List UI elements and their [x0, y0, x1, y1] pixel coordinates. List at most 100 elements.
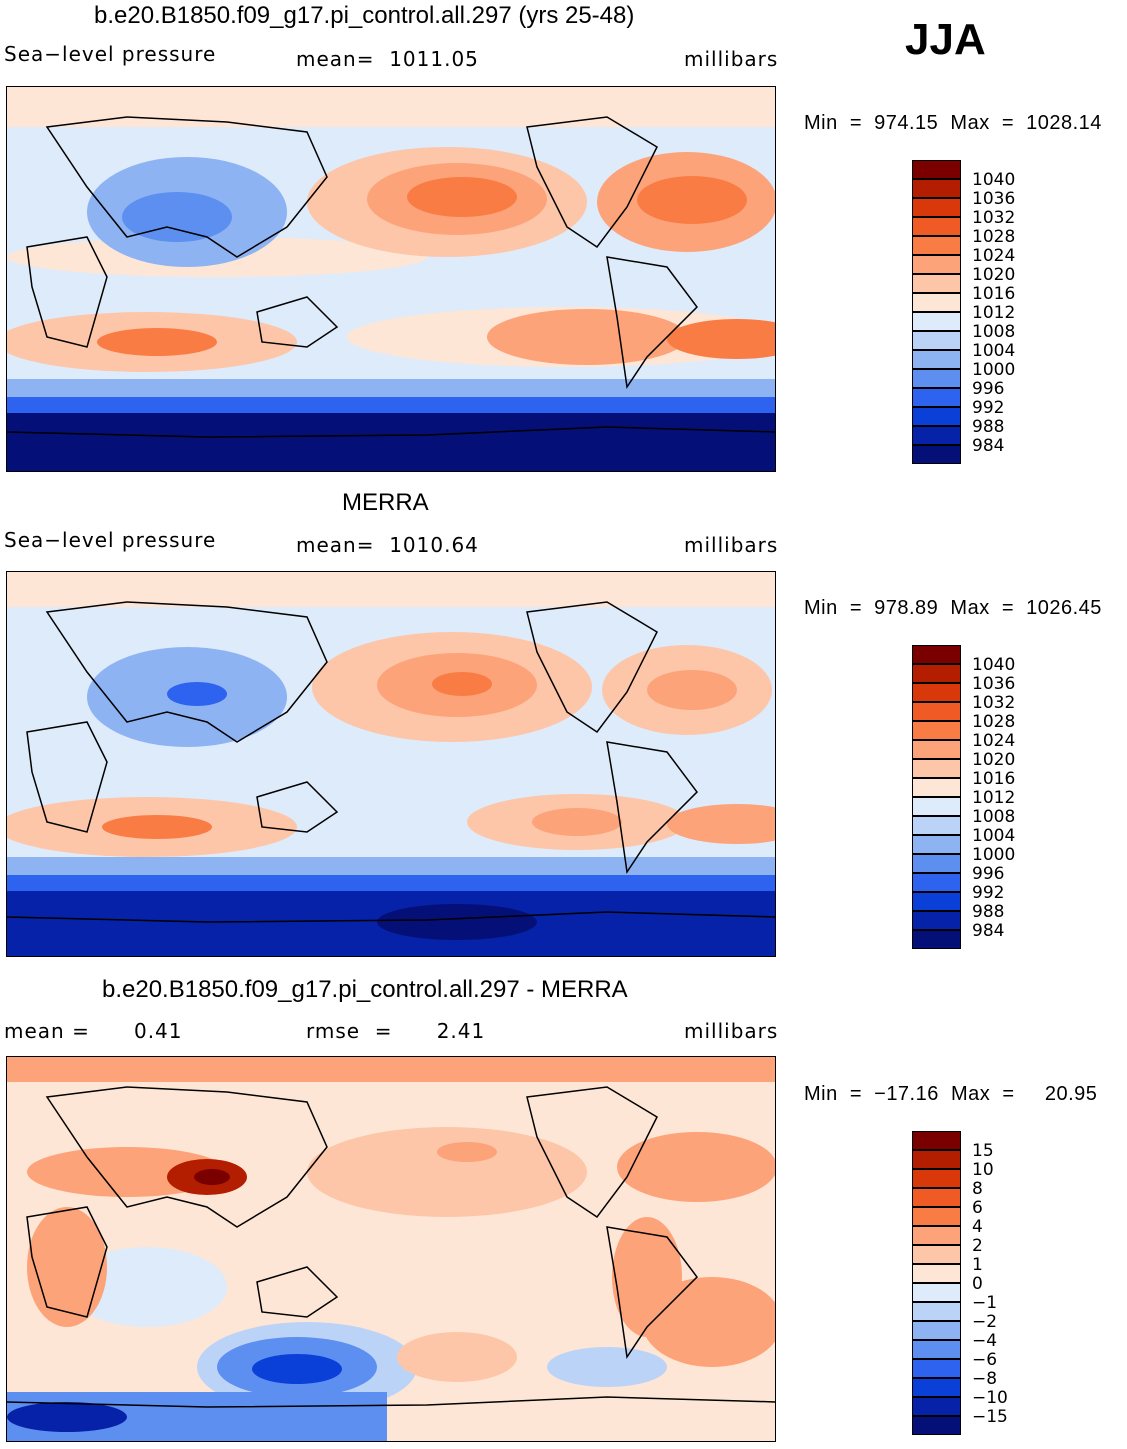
- colorbar-swatch: [912, 797, 961, 816]
- colorbar-swatch: [912, 1245, 961, 1264]
- panel-2-map-svg: [7, 572, 775, 956]
- colorbar-swatch: [912, 445, 961, 464]
- azores-high-core: [637, 176, 747, 224]
- south-pacific-high: [487, 309, 687, 365]
- colorbar-swatch: [912, 645, 961, 664]
- panel-3-units-label: millibars: [684, 1019, 779, 1043]
- southern-ocean-negative-core: [252, 1354, 342, 1384]
- panel-2-minmax: Min = 978.89 Max = 1026.45: [804, 597, 1102, 619]
- panel-1-units-label: millibars: [684, 47, 779, 71]
- colorbar-label: 1: [972, 1255, 983, 1275]
- panel-1-map: [6, 86, 776, 472]
- colorbar-label: −15: [972, 1407, 1008, 1427]
- colorbar-swatch: [912, 1302, 961, 1321]
- africa-positive: [27, 1207, 107, 1327]
- season-label: JJA: [905, 15, 986, 64]
- colorbar-label: 984: [972, 921, 1005, 941]
- tibet-max: [194, 1169, 230, 1185]
- colorbar-label: 1020: [972, 265, 1016, 285]
- colorbar-label: 1040: [972, 170, 1016, 190]
- colorbar-label: 1040: [972, 655, 1016, 675]
- north-pacific-high-core: [432, 672, 492, 696]
- colorbar-label: 1012: [972, 788, 1016, 808]
- panel-2-map: [6, 571, 776, 957]
- eurasia-coastline: [45, 116, 328, 258]
- colorbar-label: 8: [972, 1179, 983, 1199]
- colorbar-label: 1032: [972, 693, 1016, 713]
- colorbar-swatch: [912, 274, 961, 293]
- colorbar-label: 996: [972, 379, 1005, 399]
- colorbar-label: 10: [972, 1160, 994, 1180]
- colorbar-swatch: [912, 1131, 961, 1150]
- panel-1-minmax: Min = 974.15 Max = 1028.14: [804, 112, 1102, 134]
- colorbar-swatch: [912, 160, 961, 179]
- colorbar-swatch: [912, 293, 961, 312]
- colorbar-label: 1016: [972, 769, 1016, 789]
- colorbar-label: 1036: [972, 674, 1016, 694]
- eurasia-coastline: [45, 1086, 328, 1228]
- colorbar-swatch: [912, 835, 961, 854]
- colorbar-label: 1012: [972, 303, 1016, 323]
- colorbar-swatch: [912, 816, 961, 835]
- colorbar-label: 1008: [972, 322, 1016, 342]
- panel-3-mean-label: mean = 0.41: [4, 1019, 183, 1043]
- southern-ocean-band-1: [7, 379, 775, 401]
- south-indian-high-core: [97, 328, 217, 356]
- colorbar-swatch: [912, 892, 961, 911]
- colorbar-swatch: [912, 179, 961, 198]
- colorbar-label: 1024: [972, 731, 1016, 751]
- south-atlantic-high: [667, 804, 775, 844]
- north-atlantic-positive: [617, 1132, 775, 1202]
- colorbar-label: 1024: [972, 246, 1016, 266]
- colorbar-label: −4: [972, 1331, 998, 1351]
- colorbar-label: 988: [972, 902, 1005, 922]
- south-america-coastline: [606, 256, 698, 390]
- colorbar-label: 1000: [972, 845, 1016, 865]
- drake-negative: [547, 1347, 667, 1387]
- australia-coastline: [256, 1266, 339, 1318]
- colorbar-label: 1036: [972, 189, 1016, 209]
- colorbar-swatch: [912, 873, 961, 892]
- panel-1-variable-label: Sea−level pressure: [4, 42, 217, 66]
- asian-low-core: [167, 682, 227, 706]
- colorbar-swatch: [912, 1397, 961, 1416]
- azores-high: [647, 670, 737, 710]
- colorbar-swatch: [912, 1150, 961, 1169]
- southern-ocean-band-2: [7, 397, 775, 415]
- panel-3-minmax: Min = −17.16 Max = 20.95: [804, 1083, 1098, 1105]
- north-america-coastline: [526, 1086, 658, 1219]
- south-atlantic-high: [667, 319, 775, 359]
- antarctica-coastline: [7, 1396, 775, 1408]
- panel-2-title: MERRA: [342, 489, 429, 516]
- antarctica-coastline: [7, 426, 775, 438]
- colorbar-label: 992: [972, 398, 1005, 418]
- colorbar-label: 1028: [972, 712, 1016, 732]
- colorbar-label: 1028: [972, 227, 1016, 247]
- arctic-band: [7, 87, 775, 127]
- colorbar-label: 1004: [972, 341, 1016, 361]
- eurasia-coastline: [45, 601, 328, 743]
- colorbar-label: 1004: [972, 826, 1016, 846]
- colorbar-swatch: [912, 217, 961, 236]
- panel-3-map-svg: [7, 1057, 775, 1441]
- colorbar-swatch: [912, 236, 961, 255]
- colorbar-swatch: [912, 1340, 961, 1359]
- panel-1-map-svg: [7, 87, 775, 471]
- colorbar-label: 1000: [972, 360, 1016, 380]
- africa-coastline: [26, 721, 108, 833]
- colorbar-swatch: [912, 1378, 961, 1397]
- south-america-coastline: [606, 741, 698, 875]
- southern-ocean-band-3: [7, 413, 775, 471]
- colorbar-label: 984: [972, 436, 1005, 456]
- colorbar-swatch: [912, 1321, 961, 1340]
- colorbar-label: 1032: [972, 208, 1016, 228]
- north-pacific-high-core: [407, 177, 517, 217]
- colorbar-swatch: [912, 350, 961, 369]
- colorbar-swatch: [912, 1359, 961, 1378]
- colorbar-swatch: [912, 1169, 961, 1188]
- colorbar-label: −2: [972, 1312, 998, 1332]
- panel-1-title: b.e20.B1850.f09_g17.pi_control.all.297 (…: [94, 2, 635, 29]
- colorbar-swatch: [912, 331, 961, 350]
- panel-2-mean-label: mean= 1010.64: [296, 533, 479, 557]
- australia-coastline: [256, 781, 339, 833]
